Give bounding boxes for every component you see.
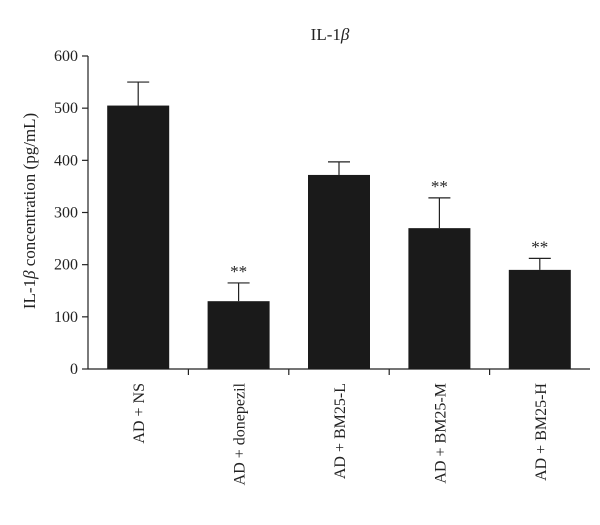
bar [408, 228, 471, 369]
bar [508, 269, 571, 369]
y-axis-label-prefix: IL-1 [20, 279, 39, 309]
bars: ** ** ** [107, 81, 571, 369]
y-axis-label: IL-1β concentration (pg/mL) [20, 113, 39, 309]
y-tick-label: 0 [70, 361, 78, 378]
x-tick-label: AD + BM25-M [432, 383, 449, 484]
bar [207, 301, 270, 369]
y-tick-label: 300 [54, 205, 78, 222]
significance-marker: ** [230, 262, 247, 281]
x-tick-label: AD + BM25-H [533, 383, 550, 481]
significance-marker: ** [431, 177, 448, 196]
y-axis-label-greek: β [20, 270, 39, 280]
y-tick-label: 400 [54, 152, 78, 169]
y-tick-label: 200 [54, 257, 78, 274]
y-tick-label: 600 [54, 48, 78, 65]
tick-labels: 0 100 200 300 400 500 600 AD + NS AD + donepezil… [54, 48, 550, 485]
y-tick-label: 100 [54, 309, 78, 326]
significance-marker: ** [531, 237, 548, 256]
x-tick-label: AD + BM25-L [332, 383, 349, 479]
bar [107, 105, 170, 369]
chart-title: IL-1β [311, 25, 350, 44]
chart-title-prefix: IL-1 [311, 25, 341, 44]
x-tick-label: AD + donepezil [232, 382, 249, 485]
bar [308, 174, 370, 369]
y-axis-label-suffix: concentration (pg/mL) [20, 113, 39, 271]
y-tick-label: 500 [54, 100, 78, 117]
x-tick-label: AD + NS [131, 383, 148, 444]
chart-title-greek: β [340, 25, 350, 44]
